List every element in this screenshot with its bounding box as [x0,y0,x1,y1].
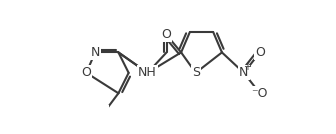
Text: N: N [239,66,249,79]
Text: +: + [243,62,251,72]
Text: S: S [192,66,200,79]
Text: ⁻O: ⁻O [252,87,268,100]
Text: N: N [90,46,100,59]
Text: O: O [255,46,265,59]
Text: O: O [81,66,91,79]
Text: NH: NH [138,66,157,79]
Text: O: O [162,28,171,41]
